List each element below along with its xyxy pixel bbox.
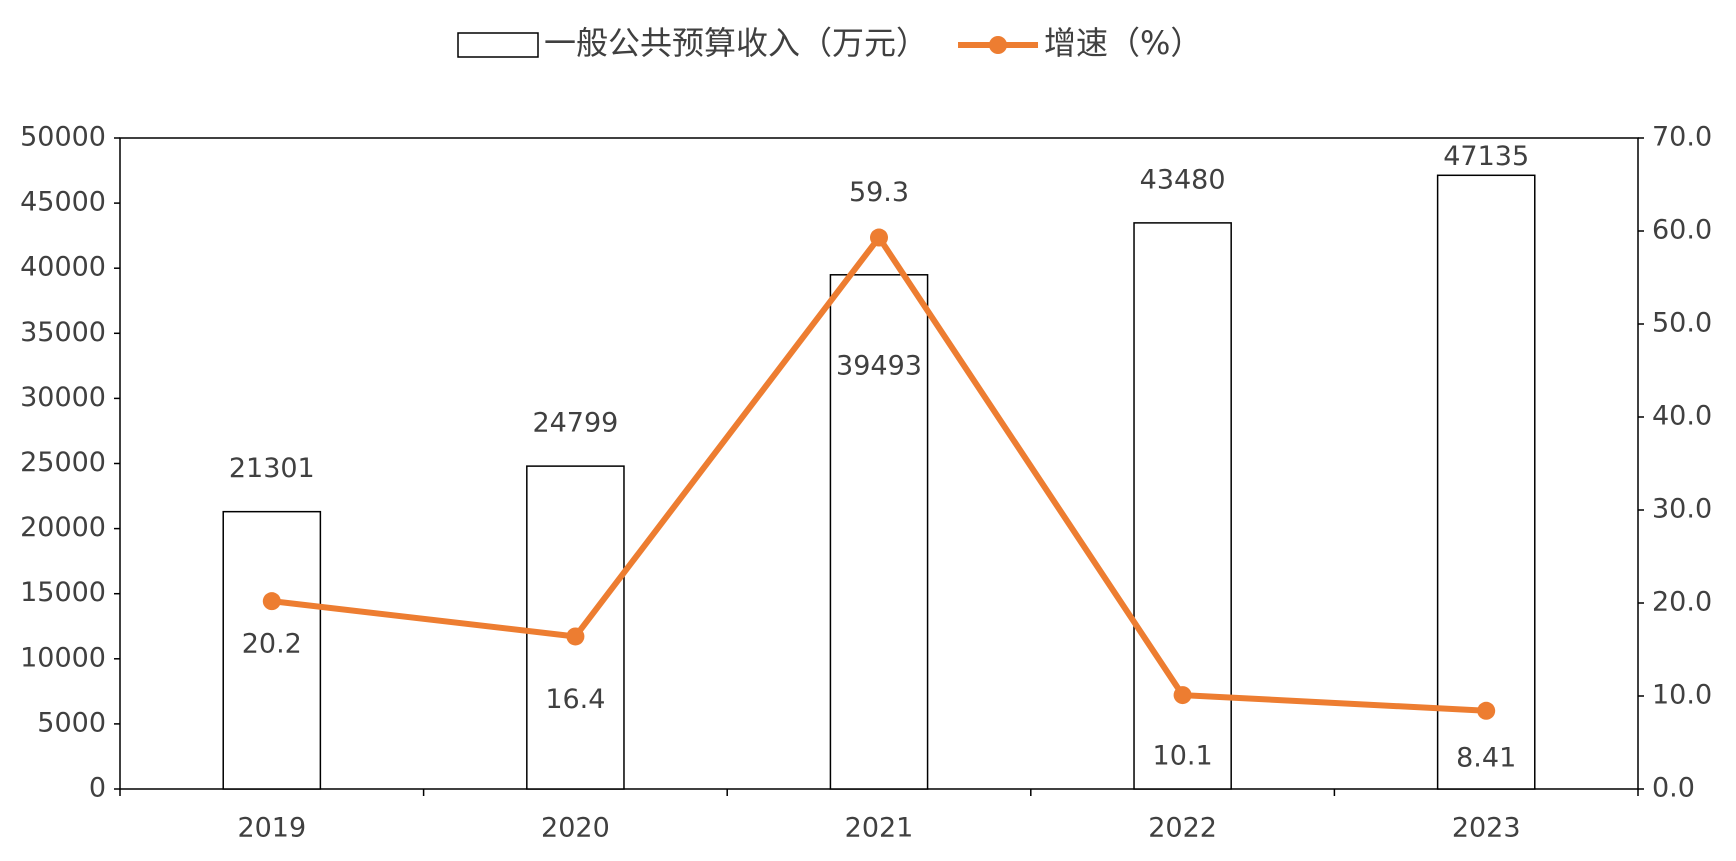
bar-value-label: 47135 xyxy=(1443,141,1529,172)
legend-label: 一般公共预算收入（万元） xyxy=(544,24,928,62)
bar-value-label: 39493 xyxy=(836,350,922,381)
y2-tick-label: 0.0 xyxy=(1652,773,1695,804)
bar xyxy=(1436,174,1536,790)
bar-value-label: 21301 xyxy=(229,453,315,484)
legend: 一般公共预算收入（万元） 增速（%） xyxy=(457,24,1202,62)
x-tick-label: 2023 xyxy=(1452,813,1521,844)
y-tick-label: 40000 xyxy=(20,252,106,283)
line-marker xyxy=(262,592,281,611)
y2-tick-label: 10.0 xyxy=(1652,680,1712,711)
y2-tick-label: 20.0 xyxy=(1652,587,1712,618)
y-tick-label: 5000 xyxy=(37,707,106,738)
y-tick-label: 35000 xyxy=(20,317,106,348)
bar-value-label: 43480 xyxy=(1140,164,1226,195)
line-value-label: 8.41 xyxy=(1456,742,1516,773)
y2-tick-label: 60.0 xyxy=(1652,215,1712,246)
y-tick-label: 45000 xyxy=(20,187,106,218)
bar xyxy=(1133,222,1232,790)
line-marker xyxy=(1173,686,1192,705)
line-value-label: 16.4 xyxy=(545,684,605,715)
line-marker xyxy=(566,627,585,646)
x-tick-label: 2019 xyxy=(237,813,306,844)
y2-tick-label: 30.0 xyxy=(1652,494,1712,525)
x-tick-label: 2022 xyxy=(1148,813,1217,844)
legend-label: 增速（%） xyxy=(1044,24,1202,62)
bar-value-label: 24799 xyxy=(532,408,618,439)
y-tick-label: 50000 xyxy=(20,122,106,153)
y-tick-label: 10000 xyxy=(20,642,106,673)
legend-marker xyxy=(989,36,1008,54)
y2-tick-label: 70.0 xyxy=(1652,122,1712,153)
line-marker xyxy=(870,228,888,247)
line-value-label: 59.3 xyxy=(849,177,909,208)
y2-tick-label: 40.0 xyxy=(1652,401,1712,432)
line-value-label: 10.1 xyxy=(1153,741,1213,772)
x-tick-label: 2020 xyxy=(541,813,610,844)
y2-tick-label: 50.0 xyxy=(1652,308,1712,339)
y-tick-label: 25000 xyxy=(20,447,106,478)
y-tick-label: 20000 xyxy=(20,512,106,543)
y-tick-label: 30000 xyxy=(20,382,106,413)
y-tick-label: 15000 xyxy=(20,577,106,608)
line-marker xyxy=(1477,701,1496,720)
bar xyxy=(222,510,322,790)
bar xyxy=(829,274,929,790)
y-tick-label: 0 xyxy=(89,773,106,804)
x-tick-label: 2021 xyxy=(845,813,914,844)
legend-swatch xyxy=(457,32,539,58)
line-value-label: 20.2 xyxy=(242,629,302,660)
